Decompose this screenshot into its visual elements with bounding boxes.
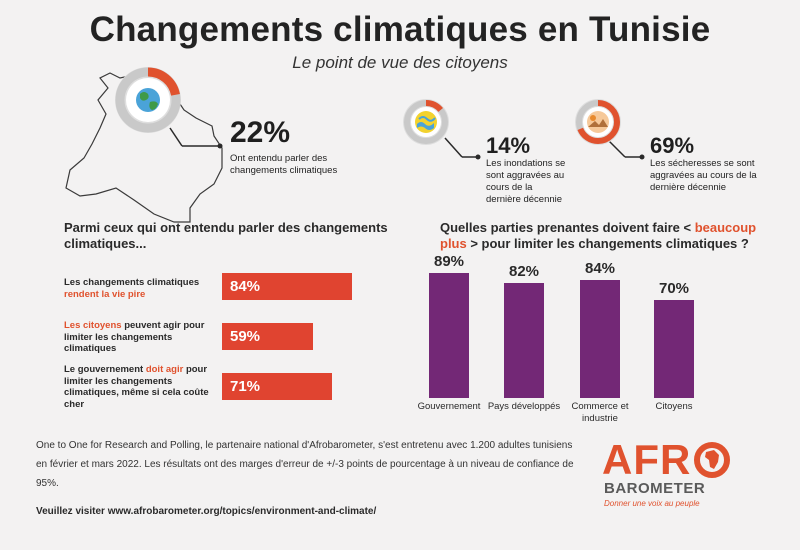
left-section-heading: Parmi ceux qui ont entendu parler des ch… xyxy=(64,220,388,251)
page-title: Changements climatiques en Tunisie xyxy=(89,10,711,49)
hbar-3: 71% xyxy=(222,373,332,400)
stat-drought-text: Les sécheresses se sont aggravées au cou… xyxy=(650,158,757,193)
stat-drought-value: 69% xyxy=(650,133,695,158)
stat-heard-text: Ont entendu parler des changements clima… xyxy=(230,153,338,176)
hbar-1: 84% xyxy=(222,273,352,300)
item-label-1: Les changements climatiques rendent la v… xyxy=(64,277,200,300)
methodology-note: One to One for Research and Polling, le … xyxy=(36,440,574,489)
globe-icon xyxy=(136,88,160,112)
connector-line-1 xyxy=(169,127,183,147)
vbar-value-2: 82% xyxy=(508,263,540,280)
vbar-4 xyxy=(654,300,694,398)
hbar-2: 59% xyxy=(222,323,313,350)
connector-line-2 xyxy=(444,137,463,158)
vbar-2 xyxy=(504,283,544,398)
vbar-category-2: Pays développés xyxy=(487,401,561,412)
vbar-category-4: Citoyens xyxy=(655,401,693,412)
vbar-value-1: 89% xyxy=(433,253,465,270)
awareness-donut xyxy=(115,67,181,133)
vbar-value-4: 70% xyxy=(658,280,690,297)
logo-afro-text: AFR xyxy=(602,436,692,483)
stat-flood-value: 14% xyxy=(486,133,531,158)
drought-donut xyxy=(575,99,621,145)
drought-icon xyxy=(587,111,609,133)
vbar-3 xyxy=(580,280,620,398)
vbar-1 xyxy=(429,273,469,398)
vbar-category-1: Gouvernement xyxy=(417,401,481,412)
stat-heard-value: 22% xyxy=(230,116,291,149)
vbar-value-3: 84% xyxy=(584,260,616,277)
logo-barometer-text: BAROMETER xyxy=(604,480,706,497)
item-label-3: Le gouvernement doit agir pour limiter l… xyxy=(64,364,209,410)
right-section-heading: Quelles parties prenantes doivent faire … xyxy=(440,220,757,251)
stat-flood-text: Les inondations se sont aggravées au cou… xyxy=(486,158,566,205)
page-subtitle: Le point de vue des citoyens xyxy=(292,53,508,72)
afrobarometer-logo: AFR BAROMETER Donner une voix au peuple xyxy=(602,436,782,526)
item-label-2: Les citoyens peuvent agir pour limiter l… xyxy=(64,320,205,354)
africa-o-icon xyxy=(694,442,730,478)
vbar-category-3: Commerce et industrie xyxy=(571,401,629,424)
website-link[interactable]: Veuillez visiter www.afrobarometer.org/t… xyxy=(36,506,377,517)
logo-tagline: Donner une voix au peuple xyxy=(604,499,700,508)
flood-donut xyxy=(403,99,449,145)
flood-icon xyxy=(415,111,437,133)
connector-line-3 xyxy=(607,139,626,158)
